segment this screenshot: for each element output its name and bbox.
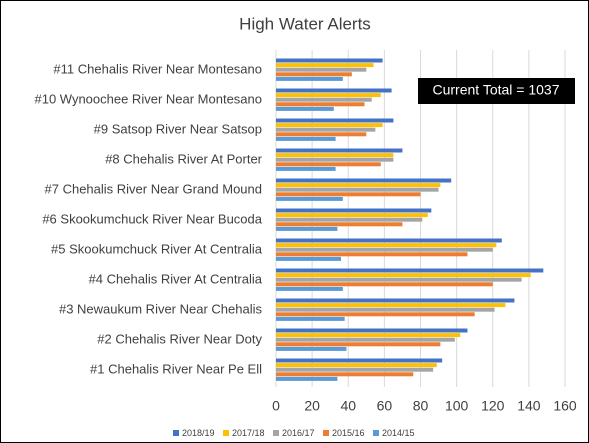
y-tick-label: #8 Chehalis River At Porter <box>105 151 262 166</box>
bar <box>276 298 515 303</box>
legend-label: 2018/19 <box>182 428 215 438</box>
bar <box>276 252 468 257</box>
x-tick-label: 100 <box>445 398 469 414</box>
legend-swatch <box>273 430 279 436</box>
bar <box>276 268 544 273</box>
x-tick-label: 80 <box>413 398 429 414</box>
x-tick-label: 40 <box>340 398 356 414</box>
bar <box>276 243 497 248</box>
y-tick-label: #1 Chehalis River Near Pe Ell <box>90 361 262 376</box>
annotation: Current Total = 1037 <box>433 82 560 98</box>
bar <box>276 178 452 183</box>
x-tick-label: 140 <box>517 398 541 414</box>
bar <box>276 93 381 98</box>
bar <box>276 208 432 213</box>
y-tick-label: #6 Skookumchuck River Near Bucoda <box>42 211 262 226</box>
bar <box>276 226 338 231</box>
annotation-box <box>418 78 575 104</box>
bar <box>276 346 347 351</box>
bar <box>276 88 392 93</box>
x-tick-label: 0 <box>272 398 280 414</box>
bar <box>276 127 376 132</box>
bar <box>276 238 502 243</box>
bar <box>276 166 336 171</box>
bar <box>276 192 421 197</box>
bar <box>276 342 441 347</box>
bar <box>276 316 345 321</box>
legend-swatch <box>223 430 229 436</box>
y-tick-label: #5 Skookumchuck River At Centralia <box>51 241 263 256</box>
bar <box>276 247 493 252</box>
bar <box>276 358 443 363</box>
legend-label: 2015/16 <box>332 428 365 438</box>
bar <box>276 372 414 377</box>
bar <box>276 307 495 312</box>
y-tick-label: #4 Chehalis River At Centralia <box>89 271 263 286</box>
x-tick-label: 120 <box>481 398 505 414</box>
bar <box>276 337 455 342</box>
bar <box>276 106 334 111</box>
bar <box>276 97 372 102</box>
bar <box>276 123 383 128</box>
bar <box>276 312 475 317</box>
legend-label: 2016/17 <box>282 428 315 438</box>
bar <box>276 333 461 338</box>
bar <box>276 162 381 167</box>
bar <box>276 303 506 308</box>
bar <box>276 273 531 278</box>
bar <box>276 102 365 107</box>
x-tick-label: 20 <box>304 398 320 414</box>
y-tick-label: #7 Chehalis River Near Grand Mound <box>45 181 263 196</box>
bar <box>276 367 434 372</box>
y-tick-label: #11 Chehalis River Near Montesano <box>53 61 262 76</box>
bar <box>276 256 342 261</box>
bar <box>276 213 428 218</box>
bar <box>276 118 394 123</box>
y-tick-label: #2 Chehalis River Near Doty <box>97 331 262 346</box>
y-tick-label: #9 Satsop River Near Satsop <box>94 121 262 136</box>
bar <box>276 183 441 188</box>
bar <box>276 376 338 381</box>
bar <box>276 277 522 282</box>
y-tick-label: #3 Newaukum River Near Chehalis <box>59 301 263 316</box>
bar <box>276 363 437 368</box>
bar <box>276 196 343 201</box>
bar <box>276 63 374 68</box>
bar <box>276 217 423 222</box>
bar <box>276 76 343 81</box>
bar <box>276 72 352 77</box>
bar <box>276 67 367 72</box>
legend-swatch <box>373 430 379 436</box>
bar <box>276 132 367 137</box>
chart-title: High Water Alerts <box>239 14 371 33</box>
x-tick-label: 160 <box>553 398 577 414</box>
y-tick-label: #10 Wynoochee River Near Montesano <box>34 91 262 106</box>
legend-swatch <box>173 430 179 436</box>
bar <box>276 286 343 291</box>
bar <box>276 157 394 162</box>
bar <box>276 222 403 227</box>
bar <box>276 136 336 141</box>
bar <box>276 58 383 63</box>
bar <box>276 153 394 158</box>
bar <box>276 328 468 333</box>
bar <box>276 148 403 153</box>
x-tick-label: 60 <box>377 398 393 414</box>
legend-swatch <box>323 430 329 436</box>
legend-label: 2017/18 <box>232 428 265 438</box>
legend-label: 2014/15 <box>382 428 415 438</box>
bar <box>276 282 493 287</box>
bar <box>276 187 439 192</box>
